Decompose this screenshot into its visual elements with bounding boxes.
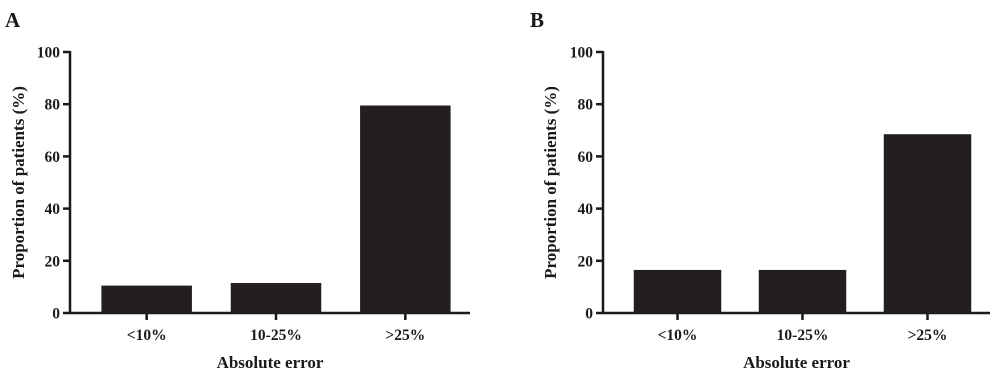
chart-b-x-axis-title: Absolute error [743,353,850,372]
chart-a-x-tick-label: <10% [127,327,167,344]
chart-a-y-tick-label: 0 [52,306,60,323]
chart-b-x-tick-label: <10% [658,327,698,344]
chart-a-x-axis-title: Absolute error [217,353,324,372]
chart-b-bar [633,269,722,313]
chart-b: B 0 20 40 60 80 100 <10% 10-25% >25% Absolute erro… [530,8,990,372]
chart-a-bar [101,285,192,313]
chart-a: A 0 20 40 60 80 100 <10% 10-25% >25% Absolute erro… [5,8,470,372]
chart-a-y-tick-label: 80 [45,97,61,114]
chart-a-panel-letter: A [5,8,21,32]
chart-b-panel-letter: B [530,8,544,32]
chart-b-bar [883,134,972,313]
chart-b-x-tick-label: 10-25% [777,327,829,344]
chart-b-y-axis-title: Proportion of patients (%) [541,86,560,279]
chart-a-x-tick-label: >25% [385,327,425,344]
chart-b-bar [758,269,847,313]
chart-b-y-tick-label: 80 [578,97,594,114]
chart-b-y-tick-label: 0 [585,306,593,323]
chart-a-bar [360,105,451,313]
chart-b-y-tick-label: 60 [578,149,594,166]
chart-b-y-tick-label: 40 [578,201,594,218]
chart-a-y-tick-label: 20 [45,253,61,270]
chart-a-x-tick-label: 10-25% [250,327,302,344]
chart-b-y-tick-label: 20 [578,253,594,270]
chart-a-y-tick-label: 60 [45,149,61,166]
chart-a-bar [230,282,322,313]
chart-a-y-tick-label: 100 [37,45,61,62]
chart-a-y-axis-title: Proportion of patients (%) [9,86,28,279]
chart-b-y-tick-label: 100 [570,45,594,62]
chart-a-y-tick-label: 40 [45,201,61,218]
chart-b-x-tick-label: >25% [908,327,948,344]
